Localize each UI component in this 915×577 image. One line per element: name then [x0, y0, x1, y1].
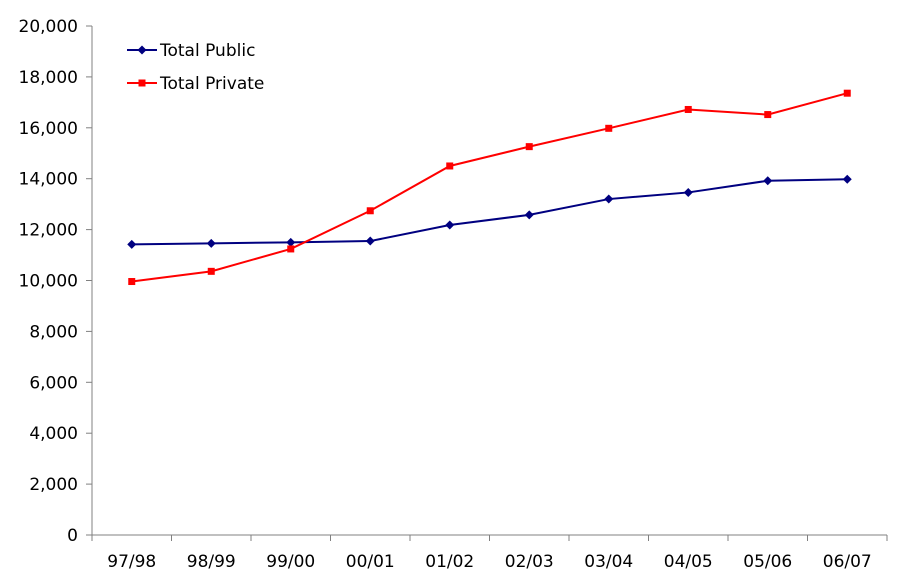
data-point — [128, 278, 136, 286]
data-point — [445, 220, 455, 230]
data-point — [138, 79, 146, 87]
y-tick-label: 10,000 — [19, 272, 78, 292]
y-tick-label: 2,000 — [29, 475, 78, 495]
data-point — [207, 267, 215, 275]
legend-item: Total Private — [127, 74, 264, 94]
x-tick-label: 03/04 — [584, 552, 633, 572]
y-axis-ticks: 0 2,000 4,000 6,000 8,000 10,000 12,000 14,000 1… — [19, 17, 92, 546]
data-point — [137, 45, 147, 55]
data-point — [605, 124, 613, 132]
x-tick-label: 01/02 — [425, 552, 474, 572]
x-axis-ticks: 97/98 98/99 99/00 00/01 01/02 02/03 03/04 04/05… — [91, 535, 888, 572]
data-point — [604, 194, 614, 204]
legend-item: Total Public — [127, 41, 255, 61]
data-point — [524, 210, 534, 220]
data-point — [683, 187, 693, 197]
y-tick-label: 6,000 — [29, 373, 78, 393]
x-tick-label: 05/06 — [743, 552, 792, 572]
data-point — [366, 207, 374, 215]
x-tick-label: 06/07 — [823, 552, 872, 572]
series-0 — [127, 174, 852, 249]
legend-label: Total Public — [159, 41, 255, 61]
y-tick-label: 12,000 — [19, 221, 78, 241]
data-point — [525, 143, 533, 151]
series-1 — [128, 89, 851, 286]
data-point — [763, 176, 773, 186]
legend-label: Total Private — [159, 74, 264, 94]
series-layer — [127, 89, 852, 286]
x-tick-label: 99/00 — [266, 552, 315, 572]
y-tick-label: 4,000 — [29, 424, 78, 444]
x-tick-label: 00/01 — [346, 552, 395, 572]
series-line — [131, 92, 848, 283]
data-point — [446, 162, 454, 170]
y-tick-label: 18,000 — [19, 68, 78, 88]
data-point — [206, 238, 216, 248]
y-tick-label: 20,000 — [19, 17, 78, 37]
y-tick-label: 14,000 — [19, 170, 78, 190]
x-tick-label: 02/03 — [505, 552, 554, 572]
series-line — [131, 178, 848, 246]
y-tick-label: 16,000 — [19, 119, 78, 139]
data-point — [365, 236, 375, 246]
data-point — [684, 105, 692, 113]
legend: Total Public Total Private — [127, 41, 264, 94]
data-point — [286, 237, 296, 247]
data-point — [127, 239, 137, 249]
y-tick-label: 0 — [67, 526, 78, 546]
axes — [91, 26, 887, 536]
data-point — [764, 111, 772, 119]
data-point — [843, 89, 851, 97]
y-tick-label: 8,000 — [29, 322, 78, 342]
data-point — [842, 174, 852, 184]
x-tick-label: 97/98 — [107, 552, 156, 572]
data-point — [287, 245, 295, 253]
x-tick-label: 04/05 — [664, 552, 713, 572]
x-tick-label: 98/99 — [187, 552, 236, 572]
